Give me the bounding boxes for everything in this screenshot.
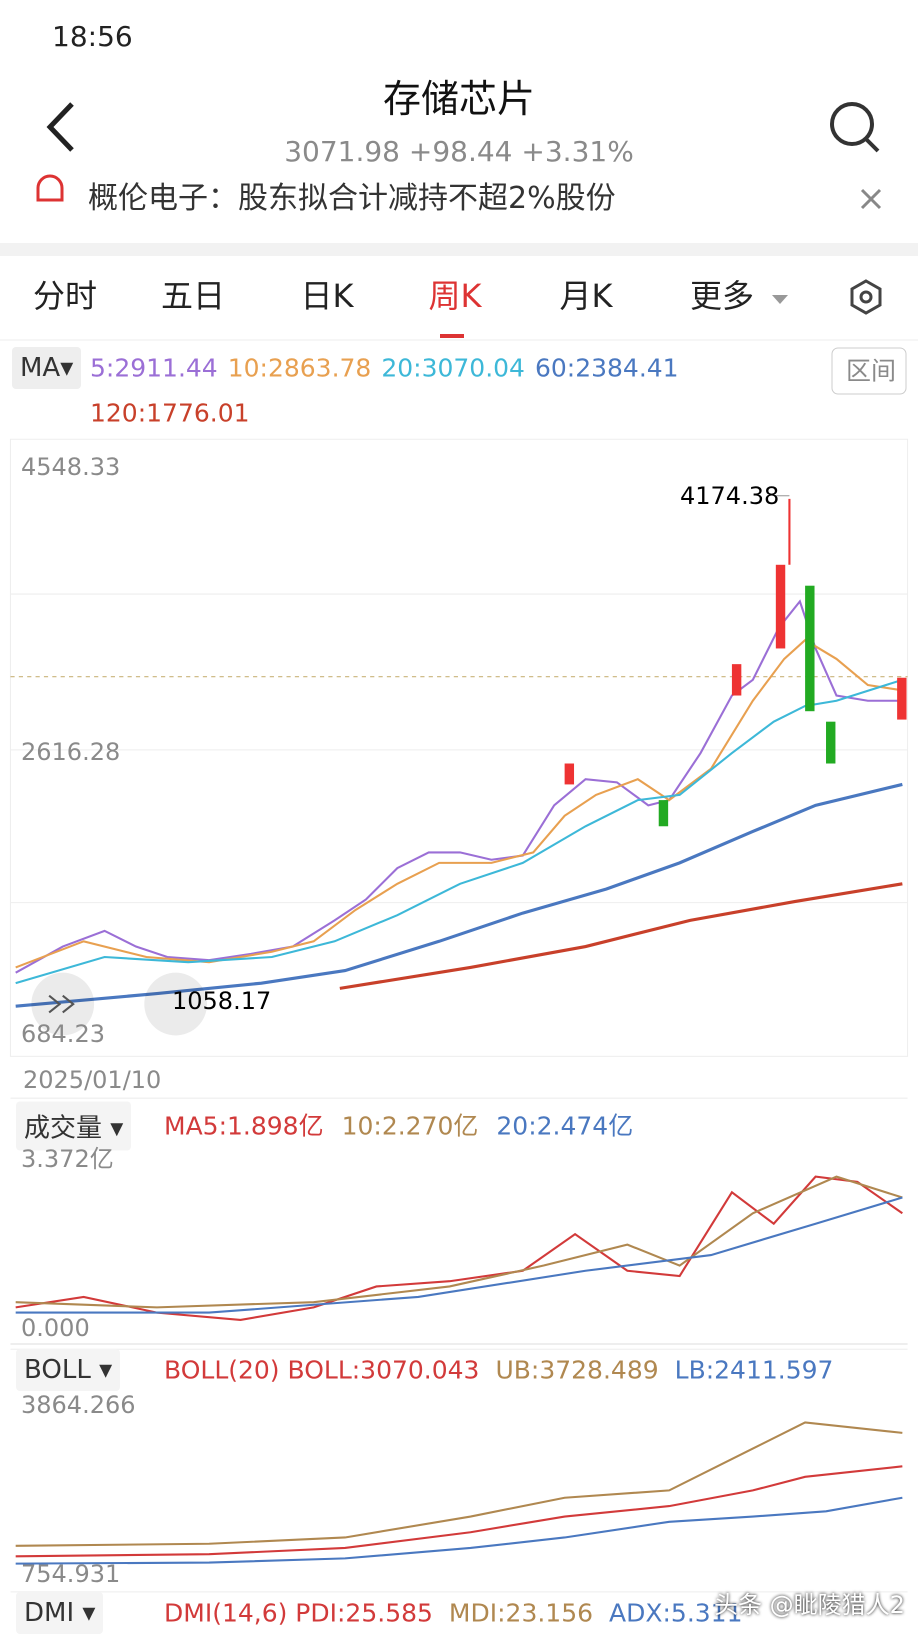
legend-item: 20:2.474亿 [496, 1111, 634, 1141]
date: 2025/01/10 [23, 1066, 162, 1094]
boll-selector[interactable]: BOLL ▾ [16, 1349, 121, 1391]
axis-label: 3.372亿 [21, 1145, 114, 1173]
legend-item: BOLL(20) BOLL:3070.043 [164, 1355, 480, 1385]
ma-item: 60:2384.41 [534, 353, 679, 383]
dmi-legend: DMI(14,6) PDI:25.585 MDI:23.156 ADX:5.311 [164, 1601, 743, 1626]
high-label: 4174.38 [680, 482, 780, 510]
ma-legend: 120:1776.01 [90, 401, 250, 426]
axis-label: 4548.33 [21, 453, 121, 481]
label: DMI [24, 1598, 75, 1628]
label: MA [20, 353, 61, 383]
low-label: 1058.17 [172, 987, 272, 1015]
ma-item: 10:2863.78 [227, 353, 372, 383]
axis-label: 684.23 [21, 1020, 105, 1048]
volume-selector[interactable]: 成交量 ▾ [16, 1101, 132, 1151]
ma-legend: 5:2911.44 10:2863.78 20:3070.04 60:2384.41 [90, 356, 679, 381]
label: BOLL [24, 1355, 91, 1385]
ma-item: 20:3070.04 [381, 353, 525, 383]
legend-item: LB:2411.597 [674, 1355, 834, 1385]
tab[interactable]: 月K [559, 277, 613, 315]
legend-item: ADX:5.311 [609, 1598, 743, 1628]
ma-selector[interactable]: MA▾ [12, 347, 82, 389]
tab[interactable]: 分时 [32, 277, 98, 315]
axis-label: 3864.266 [21, 1391, 136, 1419]
range-button[interactable]: 区间 [846, 356, 897, 386]
legend-item: 10:2.270亿 [341, 1111, 479, 1141]
axis-label: 754.931 [21, 1560, 121, 1588]
watermark: 头条 @眦陵猎人2 [714, 1591, 905, 1619]
ma-item: 120:1776.01 [90, 398, 250, 428]
boll-legend: BOLL(20) BOLL:3070.043 UB:3728.489 LB:2411… [164, 1358, 833, 1383]
notice[interactable]: 概伦电子：股东拟合计减持不超2%股份 [88, 181, 616, 216]
legend-item: UB:3728.489 [495, 1355, 659, 1385]
tab[interactable]: 更多 [689, 277, 755, 315]
ma-item: 5:2911.44 [90, 353, 218, 383]
volume-legend: MA5:1.898亿 10:2.270亿 20:2.474亿 [164, 1114, 633, 1139]
legend-item: MDI:23.156 [448, 1598, 594, 1628]
quote: 3071.98 +98.44 +3.31% [284, 135, 634, 168]
dmi-selector[interactable]: DMI ▾ [16, 1592, 104, 1634]
axis-label: 2616.28 [21, 738, 121, 766]
tab[interactable]: 五日 [160, 277, 226, 315]
label: 成交量 [24, 1113, 103, 1144]
axis-label: 0.000 [21, 1314, 90, 1342]
tab[interactable]: 日K [300, 277, 354, 315]
legend-item: MA5:1.898亿 [164, 1111, 324, 1141]
clock: 18:56 [52, 20, 133, 53]
legend-item: DMI(14,6) PDI:25.585 [164, 1598, 433, 1628]
title: 存储芯片 [382, 77, 535, 121]
tab[interactable]: 周K [428, 277, 482, 315]
